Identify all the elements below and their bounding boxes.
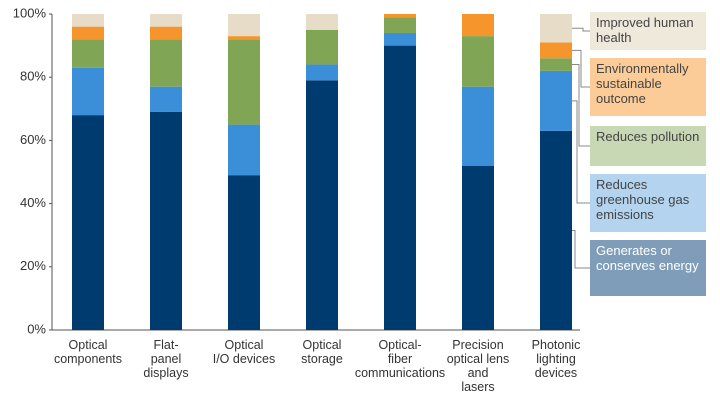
y-tick-label: 0% [27,321,46,336]
legend-entry: Reduces pollution [590,126,706,166]
bar-segment [384,17,416,33]
bar-segment [540,58,572,71]
x-tick-label: Optical storage [301,338,343,366]
bar-segment [384,32,416,46]
legend-connector [572,49,590,88]
bar-segment [150,86,182,112]
bar-segment [306,14,338,30]
bar-segment [72,39,104,68]
legend-connector [572,229,590,269]
bar-segment [306,29,338,65]
bar-segment [540,14,572,43]
y-tick-label: 20% [20,258,46,273]
bar-segment [72,14,104,27]
bar-segment [228,36,260,40]
legend-connector [572,64,590,147]
bar-segment [540,42,572,59]
y-tick-label: 80% [20,69,46,84]
x-tick-label: Flat- panel displays [143,338,189,380]
legend-entry: Reduces greenhouse gas emissions [590,174,706,232]
bar-segment [150,111,182,331]
bar-segment [462,14,494,37]
y-tick-label: 60% [20,132,46,147]
bar-segment [72,115,104,331]
legend-connector [572,100,590,204]
y-tick-label: 100% [13,5,47,20]
bar-segment [228,39,260,125]
bar-segment [384,45,416,330]
y-tick-label: 40% [20,195,46,210]
x-tick-label: Precision optical lens and lasers [446,338,510,394]
bar-segment [384,14,416,18]
legend-entry: Environmentally sustainable outcome [590,58,706,116]
bar-segment [462,86,494,166]
bar-segment [306,80,338,330]
legend-connector [572,27,590,32]
bar-segment [540,130,572,330]
bar-segment [150,39,182,87]
bar-segment [72,26,104,40]
bar-segment [462,165,494,330]
bar-segment [228,124,260,176]
x-tick-label: Optical- fiber communications [354,338,446,380]
bar-segment [462,36,494,87]
x-tick-label: Optical components [53,338,123,366]
x-tick-label: Photonic lighting devices [531,338,581,380]
bar-segment [228,14,260,37]
x-tick-label: Optical I/O devices [212,338,276,366]
bar-segment [150,14,182,27]
bar-segment [540,70,572,131]
bar-segment [228,175,260,330]
legend-entry: Generates or conserves energy [590,240,706,296]
bar-segment [150,26,182,40]
bar-segment [306,64,338,81]
bar-segment [72,67,104,116]
legend-entry: Improved human health [590,12,706,50]
